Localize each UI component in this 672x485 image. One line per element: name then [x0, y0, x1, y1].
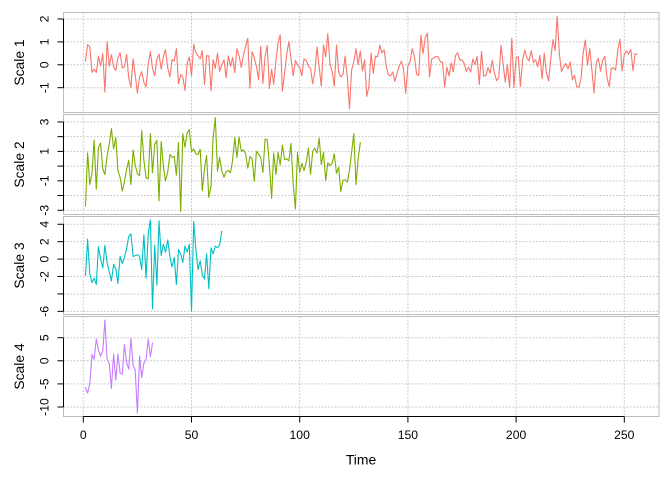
- svg-text:2: 2: [38, 238, 52, 245]
- svg-text:-10: -10: [38, 398, 52, 416]
- svg-text:5: 5: [38, 334, 52, 341]
- svg-text:Time: Time: [346, 452, 377, 468]
- svg-text:0: 0: [80, 428, 87, 442]
- svg-text:-3: -3: [38, 205, 52, 216]
- svg-text:1: 1: [38, 148, 52, 155]
- svg-text:Scale 3: Scale 3: [11, 242, 27, 289]
- svg-text:Scale 4: Scale 4: [11, 343, 27, 390]
- svg-text:0: 0: [38, 255, 52, 262]
- svg-text:150: 150: [398, 428, 419, 442]
- svg-text:4: 4: [38, 221, 52, 228]
- svg-text:50: 50: [185, 428, 199, 442]
- svg-text:-1: -1: [38, 82, 52, 93]
- svg-text:-1: -1: [38, 175, 52, 186]
- svg-text:Scale 1: Scale 1: [11, 39, 27, 86]
- svg-text:250: 250: [614, 428, 635, 442]
- svg-text:0: 0: [38, 357, 52, 364]
- svg-text:Scale 2: Scale 2: [11, 141, 27, 188]
- svg-text:-5: -5: [38, 378, 52, 389]
- svg-text:0: 0: [38, 61, 52, 68]
- svg-text:3: 3: [38, 118, 52, 125]
- svg-text:200: 200: [506, 428, 527, 442]
- svg-text:-6: -6: [38, 306, 52, 317]
- svg-text:100: 100: [290, 428, 311, 442]
- svg-text:1: 1: [38, 38, 52, 45]
- svg-text:-2: -2: [38, 271, 52, 282]
- svg-text:2: 2: [38, 15, 52, 22]
